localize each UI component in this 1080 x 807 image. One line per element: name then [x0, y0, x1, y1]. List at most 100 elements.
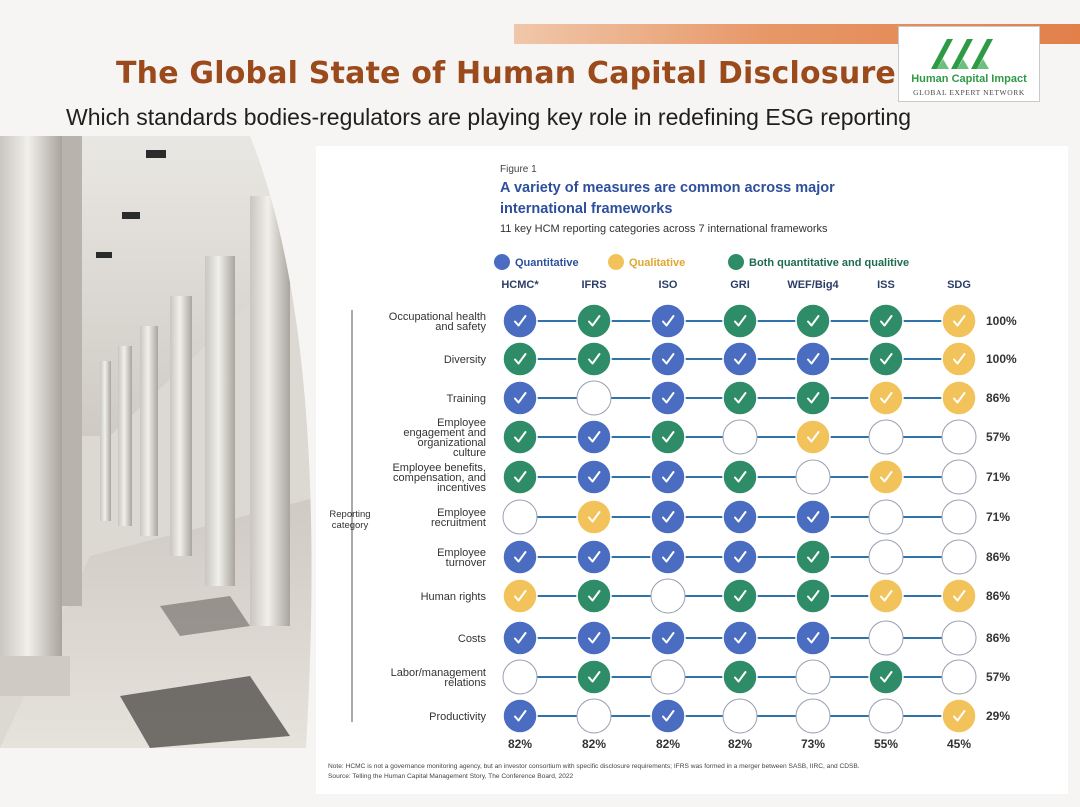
cell-3-3: [722, 419, 758, 455]
cell-6-1: [576, 539, 612, 575]
column-header-5: ISS: [877, 279, 895, 291]
check-icon: [514, 590, 527, 602]
cell-1-5: [868, 341, 904, 377]
column-header-3: GRI: [730, 279, 750, 291]
axis-label-line2: category: [332, 520, 369, 531]
check-icon: [953, 590, 966, 602]
cell-0-3: [722, 303, 758, 339]
chart-figure: Figure 1 A variety of measures are commo…: [316, 146, 1068, 794]
check-icon: [953, 392, 966, 404]
cell-9-0: [502, 659, 538, 695]
check-icon: [734, 590, 747, 602]
column-headers: HCMC* IFRS ISO GRI WEF/Big4 ISS SDG: [501, 279, 971, 291]
check-icon: [880, 315, 893, 327]
chart-canvas: Figure 1 A variety of measures are commo…: [328, 164, 1017, 780]
row-label-4-2: incentives: [437, 482, 486, 494]
cell-5-3: [722, 499, 758, 535]
cell-3-5: [868, 419, 904, 455]
column-header-0: HCMC*: [501, 279, 539, 291]
row-total-6: 86%: [986, 550, 1010, 564]
cell-7-1: [576, 578, 612, 614]
check-icon: [662, 632, 675, 644]
check-icon: [953, 353, 966, 365]
check-icon: [734, 315, 747, 327]
cell-3-0: [502, 419, 538, 455]
check-icon: [514, 471, 527, 483]
cell-9-5: [868, 659, 904, 695]
check-icon: [588, 471, 601, 483]
row-total-9: 57%: [986, 670, 1010, 684]
figure-label: Figure 1: [500, 164, 537, 175]
check-icon: [734, 671, 747, 683]
axis-label-line1: Reporting: [329, 509, 370, 520]
cell-0-2: [650, 303, 686, 339]
cell-5-5: [868, 499, 904, 535]
check-icon: [588, 315, 601, 327]
row-total-3: 57%: [986, 430, 1010, 444]
row-total-1: 100%: [986, 352, 1017, 366]
check-icon: [514, 710, 527, 722]
column-total-3: 82%: [728, 737, 752, 751]
row-label-4-1: compensation, and: [393, 472, 486, 484]
cell-7-2: [650, 578, 686, 614]
cell-4-3: [722, 459, 758, 495]
row-total-7: 86%: [986, 589, 1010, 603]
check-icon: [588, 671, 601, 683]
check-icon: [588, 590, 601, 602]
cell-9-6: [941, 659, 977, 695]
cell-3-6: [941, 419, 977, 455]
check-icon: [514, 392, 527, 404]
column-header-2: ISO: [659, 279, 678, 291]
cell-6-5: [868, 539, 904, 575]
cell-3-4: [795, 419, 831, 455]
source-note: Source: Telling the Human Capital Manage…: [328, 773, 574, 780]
check-icon: [588, 511, 601, 523]
check-icon: [953, 315, 966, 327]
row-label-5-1: recruitment: [431, 517, 486, 529]
cell-5-6: [941, 499, 977, 535]
row-total-2: 86%: [986, 391, 1010, 405]
cell-7-5: [868, 578, 904, 614]
column-total-6: 45%: [947, 737, 971, 751]
legend: Quantitative Qualitative Both quantitative…: [494, 254, 909, 270]
column-total-4: 73%: [801, 737, 825, 751]
row-total-0: 100%: [986, 314, 1017, 328]
legend-label-1: Qualitative: [629, 257, 685, 269]
check-icon: [588, 551, 601, 563]
cell-6-4: [795, 539, 831, 575]
column-total-5: 55%: [874, 737, 898, 751]
check-icon: [662, 353, 675, 365]
cell-4-2: [650, 459, 686, 495]
check-icon: [734, 471, 747, 483]
cell-3-1: [576, 419, 612, 455]
legend-label-2: Both quantitative and qualitive: [749, 257, 909, 269]
cell-9-4: [795, 659, 831, 695]
check-icon: [807, 353, 820, 365]
check-icon: [734, 511, 747, 523]
legend-label-0: Quantitative: [515, 257, 579, 269]
column-header-6: SDG: [947, 279, 971, 291]
row-label-8-0: Costs: [458, 633, 487, 645]
cell-0-5: [868, 303, 904, 339]
cell-10-2: [650, 698, 686, 734]
check-icon: [880, 590, 893, 602]
row-label-10-0: Productivity: [429, 711, 486, 723]
column-total-1: 82%: [582, 737, 606, 751]
cell-2-2: [650, 380, 686, 416]
legend-swatch-0: [494, 254, 510, 270]
check-icon: [662, 551, 675, 563]
column-header-4: WEF/Big4: [787, 279, 839, 291]
colonnade-photo: [0, 136, 322, 748]
row-label-6-0: Employee: [437, 547, 486, 559]
slide-subtitle: Which standards bodies-regulators are pl…: [66, 104, 912, 130]
row-total-8: 86%: [986, 631, 1010, 645]
cell-8-0: [502, 620, 538, 656]
check-icon: [588, 431, 601, 443]
row-label-3-2: organizational: [418, 437, 487, 449]
cell-9-3: [722, 659, 758, 695]
cell-4-6: [941, 459, 977, 495]
row-label-1-0: Diversity: [444, 354, 487, 366]
check-icon: [880, 353, 893, 365]
chart-title-line1: A variety of measures are common across …: [500, 180, 835, 196]
